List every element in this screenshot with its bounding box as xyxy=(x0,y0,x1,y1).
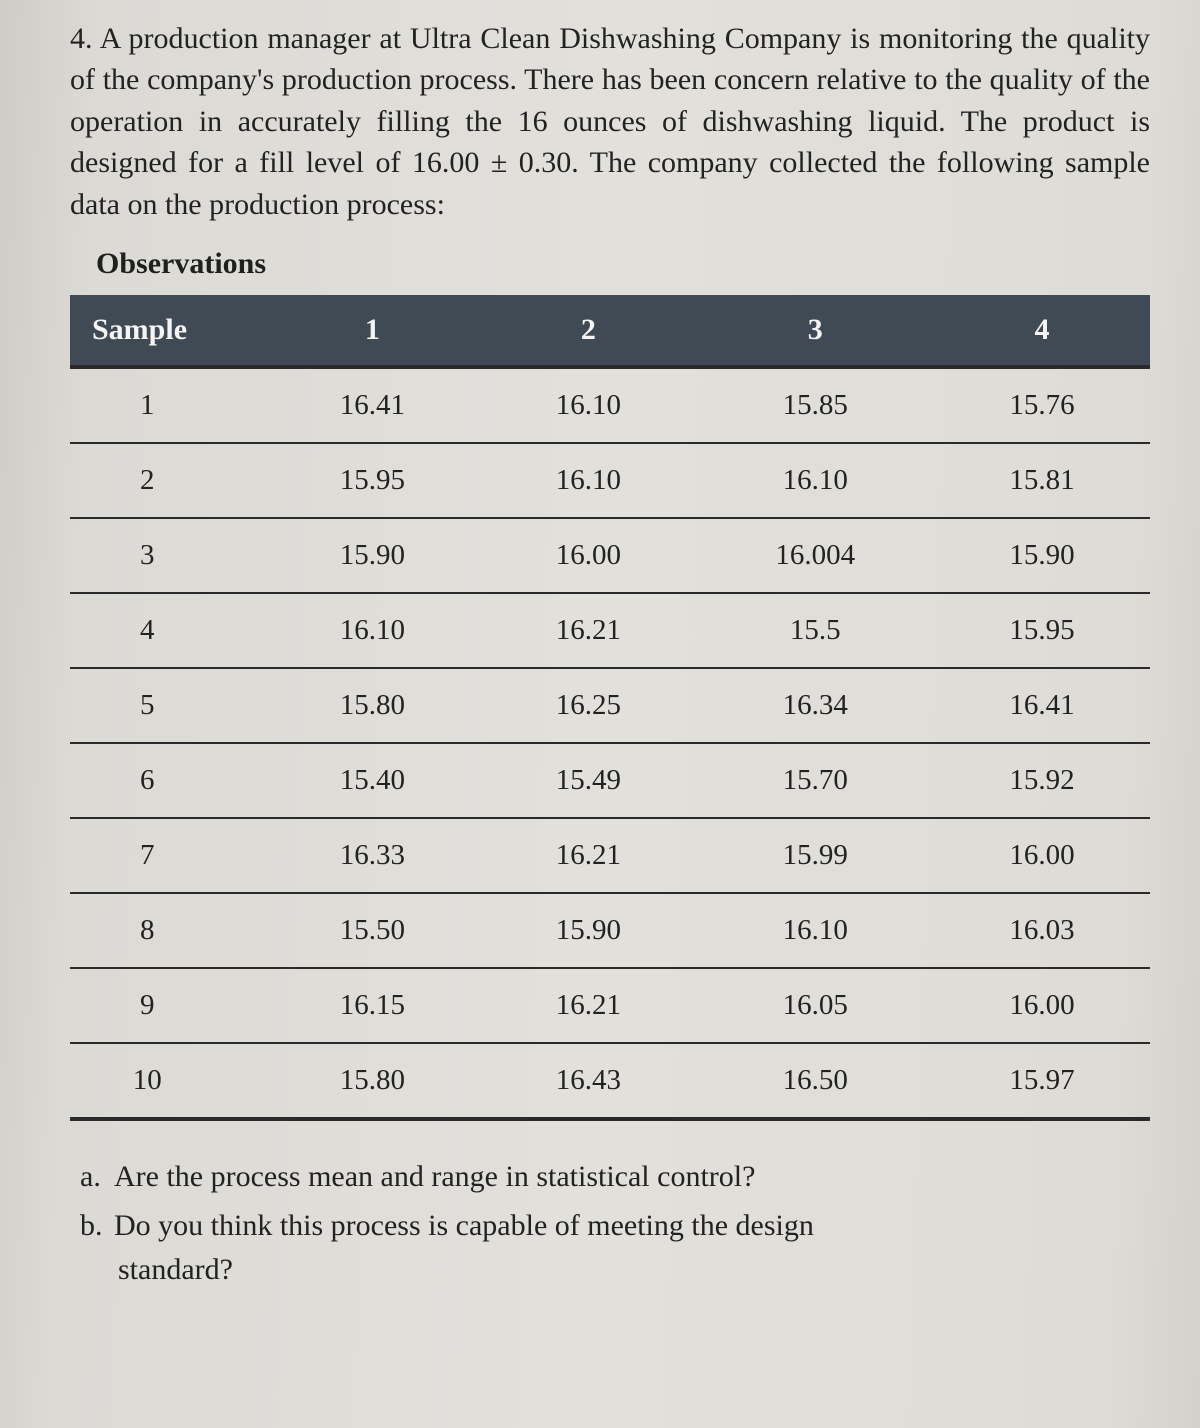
cell-sample: 4 xyxy=(70,593,264,668)
cell-obs: 16.15 xyxy=(264,968,480,1043)
question-b-cont: standard? xyxy=(118,1248,1150,1292)
table-row: 416.1016.2115.515.95 xyxy=(70,593,1150,668)
cell-obs: 16.004 xyxy=(696,518,934,593)
header-obs4: 4 xyxy=(934,295,1150,367)
cell-obs: 16.03 xyxy=(934,893,1150,968)
table-row: 315.9016.0016.00415.90 xyxy=(70,518,1150,593)
cell-obs: 15.90 xyxy=(480,893,696,968)
cell-sample: 10 xyxy=(70,1043,264,1119)
table-row: 615.4015.4915.7015.92 xyxy=(70,743,1150,818)
question-b-text: Do you think this process is capable of … xyxy=(114,1209,814,1242)
table-row: 815.5015.9016.1016.03 xyxy=(70,893,1150,968)
cell-sample: 8 xyxy=(70,893,264,968)
table-row: 215.9516.1016.1015.81 xyxy=(70,443,1150,518)
question-b-letter: b. xyxy=(80,1204,114,1248)
cell-obs: 16.50 xyxy=(696,1043,934,1119)
table-row: 916.1516.2116.0516.00 xyxy=(70,968,1150,1043)
problem-statement: 4. A production manager at Ultra Clean D… xyxy=(70,18,1150,225)
question-a-letter: a. xyxy=(80,1155,114,1199)
table-body: 116.4116.1015.8515.76215.9516.1016.1015.… xyxy=(70,367,1150,1119)
table-row: 116.4116.1015.8515.76 xyxy=(70,367,1150,443)
cell-obs: 16.25 xyxy=(480,668,696,743)
table-row: 716.3316.2115.9916.00 xyxy=(70,818,1150,893)
cell-obs: 15.90 xyxy=(934,518,1150,593)
question-b: b.Do you think this process is capable o… xyxy=(80,1204,1150,1291)
cell-obs: 16.00 xyxy=(480,518,696,593)
cell-obs: 16.21 xyxy=(480,968,696,1043)
cell-obs: 16.41 xyxy=(264,367,480,443)
cell-obs: 16.05 xyxy=(696,968,934,1043)
cell-obs: 16.00 xyxy=(934,968,1150,1043)
cell-obs: 16.10 xyxy=(480,443,696,518)
cell-obs: 16.10 xyxy=(480,367,696,443)
questions: a.Are the process mean and range in stat… xyxy=(70,1155,1150,1292)
header-obs2: 2 xyxy=(480,295,696,367)
table-header-row: Sample 1 2 3 4 xyxy=(70,295,1150,367)
header-sample: Sample xyxy=(70,295,264,367)
cell-obs: 15.80 xyxy=(264,668,480,743)
cell-obs: 15.49 xyxy=(480,743,696,818)
cell-sample: 1 xyxy=(70,367,264,443)
question-a: a.Are the process mean and range in stat… xyxy=(80,1155,1150,1199)
cell-obs: 15.92 xyxy=(934,743,1150,818)
cell-obs: 15.85 xyxy=(696,367,934,443)
cell-obs: 16.41 xyxy=(934,668,1150,743)
cell-obs: 16.10 xyxy=(264,593,480,668)
observations-table: Sample 1 2 3 4 116.4116.1015.8515.76215.… xyxy=(70,295,1150,1121)
cell-sample: 5 xyxy=(70,668,264,743)
cell-obs: 16.43 xyxy=(480,1043,696,1119)
cell-sample: 3 xyxy=(70,518,264,593)
cell-obs: 15.70 xyxy=(696,743,934,818)
problem-number: 4. xyxy=(70,22,93,55)
cell-obs: 16.00 xyxy=(934,818,1150,893)
cell-obs: 15.50 xyxy=(264,893,480,968)
cell-obs: 15.97 xyxy=(934,1043,1150,1119)
cell-obs: 16.21 xyxy=(480,593,696,668)
cell-obs: 15.80 xyxy=(264,1043,480,1119)
problem-body: A production manager at Ultra Clean Dish… xyxy=(70,22,1150,221)
table-row: 1015.8016.4316.5015.97 xyxy=(70,1043,1150,1119)
cell-obs: 15.81 xyxy=(934,443,1150,518)
cell-obs: 15.95 xyxy=(264,443,480,518)
observations-label: Observations xyxy=(96,247,1150,281)
header-obs3: 3 xyxy=(696,295,934,367)
header-obs1: 1 xyxy=(264,295,480,367)
cell-obs: 16.10 xyxy=(696,893,934,968)
cell-sample: 9 xyxy=(70,968,264,1043)
cell-sample: 6 xyxy=(70,743,264,818)
question-a-text: Are the process mean and range in statis… xyxy=(114,1160,755,1193)
cell-obs: 15.76 xyxy=(934,367,1150,443)
table-row: 515.8016.2516.3416.41 xyxy=(70,668,1150,743)
cell-obs: 16.34 xyxy=(696,668,934,743)
cell-sample: 2 xyxy=(70,443,264,518)
cell-obs: 15.90 xyxy=(264,518,480,593)
cell-obs: 16.10 xyxy=(696,443,934,518)
cell-obs: 15.95 xyxy=(934,593,1150,668)
cell-obs: 15.99 xyxy=(696,818,934,893)
cell-obs: 15.5 xyxy=(696,593,934,668)
cell-obs: 16.21 xyxy=(480,818,696,893)
cell-obs: 15.40 xyxy=(264,743,480,818)
cell-obs: 16.33 xyxy=(264,818,480,893)
page: 4. A production manager at Ultra Clean D… xyxy=(0,0,1200,1428)
cell-sample: 7 xyxy=(70,818,264,893)
